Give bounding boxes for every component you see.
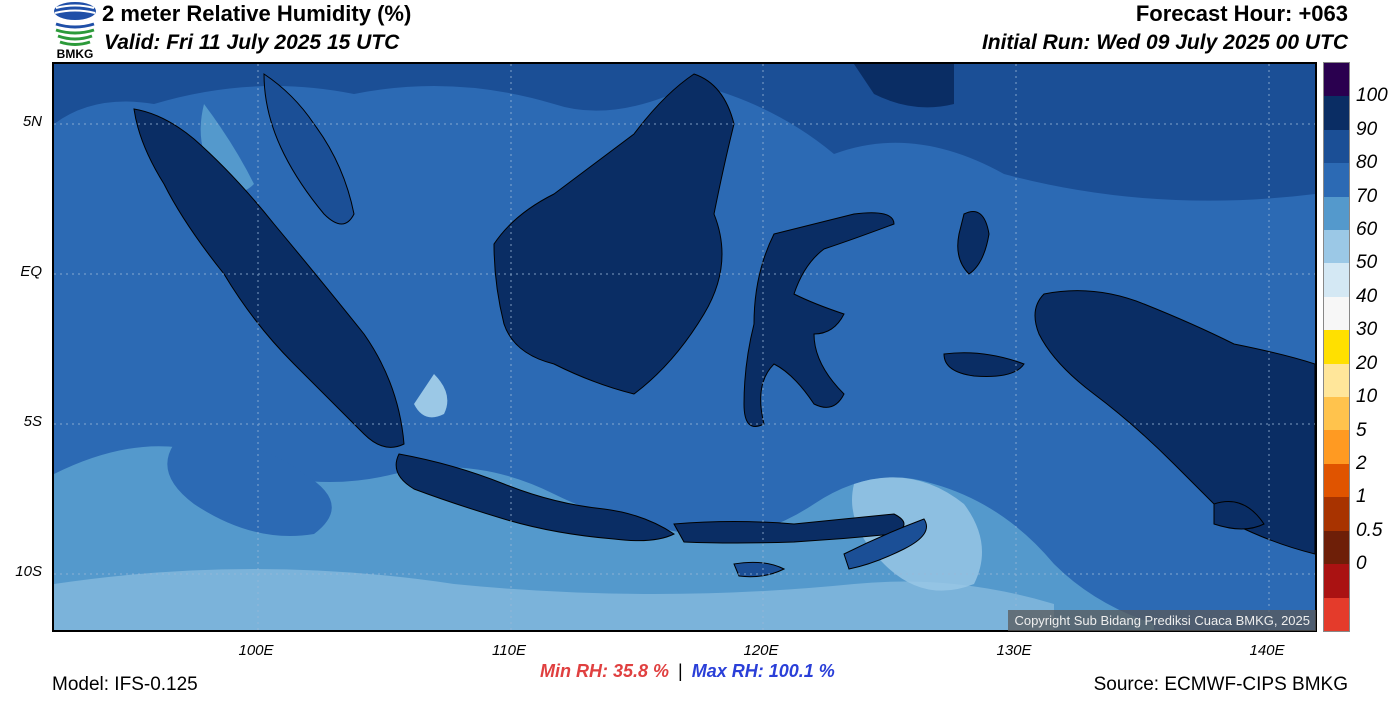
colorbar-label: 2	[1356, 452, 1367, 474]
colorbar-swatch	[1324, 330, 1349, 364]
forecast-hour: Forecast Hour: +063	[1135, 1, 1348, 26]
land-java	[395, 453, 675, 542]
source-label: Source: ECMWF-CIPS BMKG	[1093, 674, 1348, 695]
colorbar-label: 80	[1356, 152, 1378, 174]
humidity-map	[52, 62, 1317, 632]
land-sumatra	[133, 108, 405, 448]
colorbar-swatch	[1324, 564, 1349, 598]
map-title: 2 meter Relative Humidity (%)	[102, 1, 412, 26]
colorbar-label: 10	[1356, 386, 1378, 408]
colorbar	[1323, 62, 1350, 632]
lon-label-140e: 140E	[1249, 642, 1285, 659]
land-masses	[133, 73, 1315, 578]
lon-label-100e: 100E	[238, 642, 274, 659]
colorbar-swatch	[1324, 363, 1349, 398]
java-sea-patch	[414, 374, 448, 418]
colorbar-swatch	[1324, 63, 1349, 97]
bmkg-logo: BMKG	[50, 0, 102, 61]
logo-text: BMKG	[57, 47, 94, 60]
land-lesser-sunda	[673, 513, 905, 544]
colorbar-swatch	[1324, 296, 1349, 331]
colorbar-label: 5	[1356, 419, 1367, 441]
lon-label-120e: 120E	[743, 642, 779, 659]
colorbar-swatch	[1324, 96, 1349, 130]
land-fly-region	[1213, 501, 1265, 530]
rh-stats: Min RH: 35.8 % | Max RH: 100.1 %	[540, 661, 835, 682]
initial-run: Initial Run: Wed 09 July 2025 00 UTC	[981, 31, 1348, 54]
lat-label-5s: 5S	[23, 413, 42, 430]
colorbar-label: 40	[1356, 285, 1378, 307]
land-seram	[943, 352, 1025, 377]
colorbar-label: 70	[1356, 185, 1378, 207]
max-rh: Max RH: 100.1 %	[691, 661, 835, 681]
ocean-humidity-90-100	[854, 64, 954, 108]
lon-label-110e: 110E	[492, 642, 526, 659]
colorbar-swatch	[1324, 430, 1349, 464]
colorbar-swatch	[1324, 497, 1349, 531]
lon-label-130e: 130E	[996, 642, 1032, 659]
colorbar-label: 1	[1356, 486, 1367, 508]
ocean-patch	[167, 442, 332, 536]
min-rh: Min RH: 35.8 %	[540, 661, 670, 681]
ocean-humidity-50-60	[54, 569, 1054, 630]
colorbar-swatch	[1324, 196, 1349, 231]
land-borneo	[493, 73, 735, 395]
land-sumba	[733, 561, 786, 578]
copyright-notice: Copyright Sub Bidang Prediksi Cuaca BMKG…	[1008, 610, 1316, 631]
map-gridlines	[54, 64, 1315, 630]
land-timor	[843, 518, 927, 570]
land-halmahera	[957, 211, 990, 275]
stats-separator: |	[678, 661, 683, 681]
colorbar-label: 50	[1356, 252, 1378, 274]
colorbar-swatch	[1324, 163, 1349, 197]
land-sulawesi	[743, 212, 895, 427]
colorbar-swatch	[1324, 263, 1349, 297]
colorbar-label: 100	[1356, 85, 1388, 107]
colorbar-swatch	[1324, 597, 1349, 631]
colorbar-label: 0	[1356, 553, 1367, 575]
lat-label-eq: EQ	[20, 263, 42, 280]
colorbar-swatch	[1324, 530, 1349, 565]
lat-label-10s: 10S	[15, 563, 42, 580]
colorbar-swatch	[1324, 230, 1349, 264]
colorbar-label: 20	[1356, 352, 1378, 374]
colorbar-label: 60	[1356, 219, 1378, 241]
colorbar-swatch	[1324, 463, 1349, 498]
valid-time: Valid: Fri 11 July 2025 15 UTC	[104, 31, 400, 54]
model-label: Model: IFS-0.125	[52, 674, 198, 695]
colorbar-swatch	[1324, 397, 1349, 431]
colorbar-swatch	[1324, 129, 1349, 164]
colorbar-label: 30	[1356, 319, 1378, 341]
colorbar-label: 90	[1356, 118, 1378, 140]
colorbar-label: 0.5	[1356, 519, 1383, 541]
ocean-humidity-80-90	[54, 64, 1315, 201]
lat-label-5n: 5N	[22, 113, 42, 130]
land-malay-peninsula	[263, 73, 355, 225]
